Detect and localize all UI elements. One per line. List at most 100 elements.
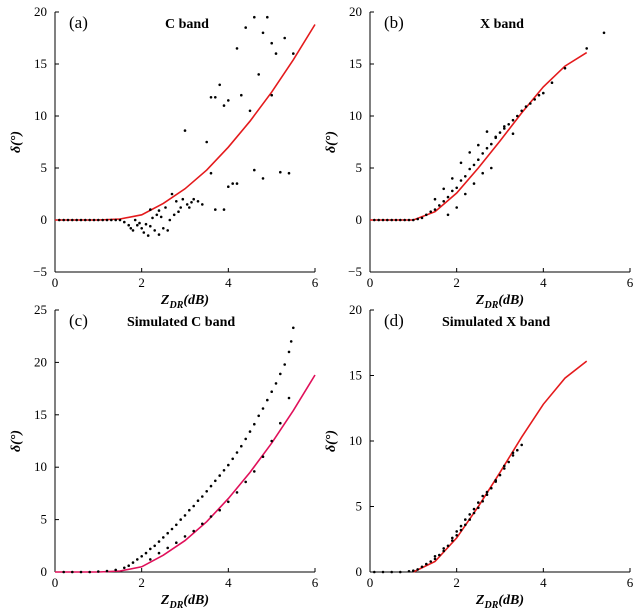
data-point xyxy=(292,52,295,55)
data-point xyxy=(214,96,217,99)
data-point xyxy=(146,234,150,237)
x-tick-label: 2 xyxy=(138,575,145,590)
panel-label: (a) xyxy=(69,13,88,32)
data-point xyxy=(253,168,256,172)
y-axis-label: δ(°) xyxy=(324,430,339,452)
data-point xyxy=(442,549,446,553)
data-point xyxy=(218,474,221,477)
data-point xyxy=(386,218,389,222)
data-point xyxy=(459,528,463,532)
data-point xyxy=(168,218,172,222)
panel-a: 0 2 4 6 −5 0 5 10 15 20 δ(°) ZDR(dB) (a) C band xyxy=(9,4,319,311)
data-point xyxy=(433,208,437,211)
data-point xyxy=(279,170,282,174)
data-point xyxy=(84,218,87,222)
data-point xyxy=(472,507,476,511)
data-point xyxy=(179,518,182,521)
data-point xyxy=(248,109,252,113)
data-point xyxy=(222,104,226,107)
data-point xyxy=(149,558,152,561)
y-tick-label: 0 xyxy=(356,212,363,227)
data-point xyxy=(279,421,282,425)
data-point xyxy=(209,171,213,175)
data-point xyxy=(511,118,515,122)
panel-label: (c) xyxy=(69,311,88,330)
data-point xyxy=(451,177,454,180)
data-point xyxy=(157,233,161,236)
data-point xyxy=(142,231,146,234)
data-point xyxy=(550,81,554,84)
x-tick-label: 4 xyxy=(540,575,547,590)
data-point xyxy=(274,382,278,385)
data-point xyxy=(464,175,467,178)
data-point xyxy=(218,83,221,87)
data-point xyxy=(433,555,437,558)
data-point xyxy=(183,535,187,538)
data-point xyxy=(464,518,467,521)
y-tick-label: −5 xyxy=(33,264,47,279)
data-point xyxy=(153,544,156,548)
data-point xyxy=(485,493,489,497)
x-tick-label: 6 xyxy=(312,275,319,290)
data-point xyxy=(205,140,208,144)
data-point xyxy=(503,127,506,130)
data-point xyxy=(468,151,472,154)
data-point xyxy=(235,182,239,185)
data-point xyxy=(159,215,163,219)
data-point xyxy=(97,570,100,573)
data-point xyxy=(214,208,217,211)
data-point xyxy=(477,501,480,504)
data-point xyxy=(166,531,169,535)
data-point xyxy=(451,536,454,540)
data-point xyxy=(498,473,502,477)
data-point xyxy=(231,182,234,185)
data-point xyxy=(394,218,398,222)
data-point xyxy=(477,143,480,147)
data-point xyxy=(253,422,256,426)
data-point xyxy=(170,527,174,531)
data-point xyxy=(164,206,167,209)
data-point xyxy=(71,570,74,574)
data-point xyxy=(490,142,493,146)
data-point xyxy=(287,350,291,354)
x-tick-label: 6 xyxy=(627,275,634,290)
x-tick-label: 6 xyxy=(627,575,634,590)
y-tick-label: −5 xyxy=(348,264,362,279)
data-point xyxy=(196,200,200,203)
y-tick-label: 20 xyxy=(34,4,47,19)
data-point xyxy=(88,218,91,222)
data-point xyxy=(79,570,83,574)
data-point xyxy=(563,66,567,70)
data-point xyxy=(390,570,394,574)
data-point xyxy=(429,560,433,563)
x-tick-label: 0 xyxy=(52,275,59,290)
y-tick-label: 15 xyxy=(349,368,362,383)
panel-label: (d) xyxy=(384,311,404,330)
data-point xyxy=(455,530,459,533)
panel-title: X band xyxy=(480,17,524,32)
data-point xyxy=(442,187,446,191)
x-tick-label: 0 xyxy=(367,575,374,590)
data-point xyxy=(425,562,428,566)
data-point xyxy=(123,566,126,570)
data-point xyxy=(114,568,117,572)
y-tick-label: 20 xyxy=(349,302,362,317)
x-axis-label: ZDR(dB) xyxy=(160,293,209,311)
data-point xyxy=(79,218,83,222)
data-point xyxy=(451,189,454,193)
data-point xyxy=(464,523,467,527)
data-point xyxy=(201,495,204,498)
data-point xyxy=(240,93,243,97)
panel-label: (b) xyxy=(384,13,404,32)
data-point xyxy=(192,529,195,533)
data-point xyxy=(231,457,234,461)
data-point xyxy=(71,218,74,222)
data-point xyxy=(459,179,463,182)
data-point xyxy=(170,192,174,196)
data-point xyxy=(416,217,420,221)
data-point xyxy=(472,182,476,185)
y-tick-label: 15 xyxy=(34,407,47,422)
data-point xyxy=(162,227,165,230)
data-point xyxy=(101,218,104,222)
x-axis-label: ZDR(dB) xyxy=(475,293,524,311)
